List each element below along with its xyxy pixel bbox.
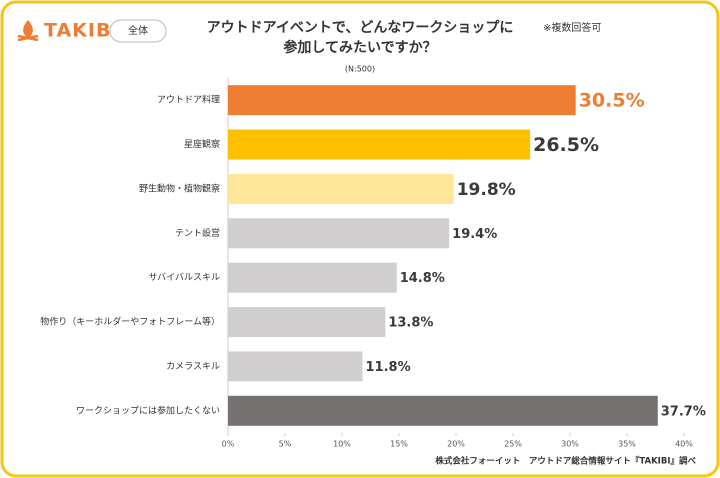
y-tick-label: アウトドア料理 xyxy=(157,94,220,106)
y-tick-label: ワークショップには参加したくない xyxy=(76,404,220,416)
note: ※複数回答可 xyxy=(543,21,601,34)
segment-pill xyxy=(109,19,167,43)
x-tick-label: 10% xyxy=(333,440,351,449)
x-tick-label: 5% xyxy=(279,440,292,449)
bar xyxy=(228,351,363,382)
x-tick-label: 0% xyxy=(222,440,235,449)
title-line: 参加してみたいですか？ xyxy=(283,39,436,56)
subtitle: (N:500) xyxy=(345,65,375,74)
bar xyxy=(228,218,450,249)
bar xyxy=(228,129,531,160)
value-label: 11.8% xyxy=(366,360,411,375)
x-tick-label: 30% xyxy=(561,440,579,449)
y-tick-label: 物作り（キーホルダーやフォトフレーム等） xyxy=(40,316,220,328)
x-tick-label: 15% xyxy=(390,440,408,449)
value-label: 26.5% xyxy=(533,134,599,156)
value-label: 30.5% xyxy=(579,90,645,112)
y-tick-label: 星座観察 xyxy=(184,138,220,150)
bar xyxy=(228,85,576,116)
logo-icon xyxy=(17,20,39,42)
x-tick-label: 40% xyxy=(675,440,693,449)
segment: 全体 xyxy=(128,24,148,37)
title-line: アウトドアイベントで、どんなワークショップに xyxy=(207,20,514,36)
value-label: 13.8% xyxy=(388,316,433,331)
bar xyxy=(228,307,386,338)
y-tick-label: カメラスキル xyxy=(166,361,220,372)
brand: TAKIBI xyxy=(44,20,120,42)
y-tick-label: 野生動物・植物観察 xyxy=(139,182,220,194)
bar xyxy=(228,173,454,204)
y-tick-label: サバイバルスキル xyxy=(149,272,220,283)
x-tick-label: 25% xyxy=(504,440,522,449)
x-tick-label: 35% xyxy=(618,440,636,449)
bar xyxy=(228,395,658,426)
x-tick-label: 20% xyxy=(447,440,465,449)
source: 株式会社フォーイット アウトドア総合情報サイト『TAKIBI』調べ xyxy=(435,456,696,467)
value-label: 14.8% xyxy=(400,271,445,286)
value-label: 37.7% xyxy=(661,404,706,419)
value-label: 19.8% xyxy=(457,180,516,200)
value-label: 19.4% xyxy=(452,227,497,242)
y-tick-label: テント設営 xyxy=(175,227,220,239)
bar xyxy=(228,262,397,293)
